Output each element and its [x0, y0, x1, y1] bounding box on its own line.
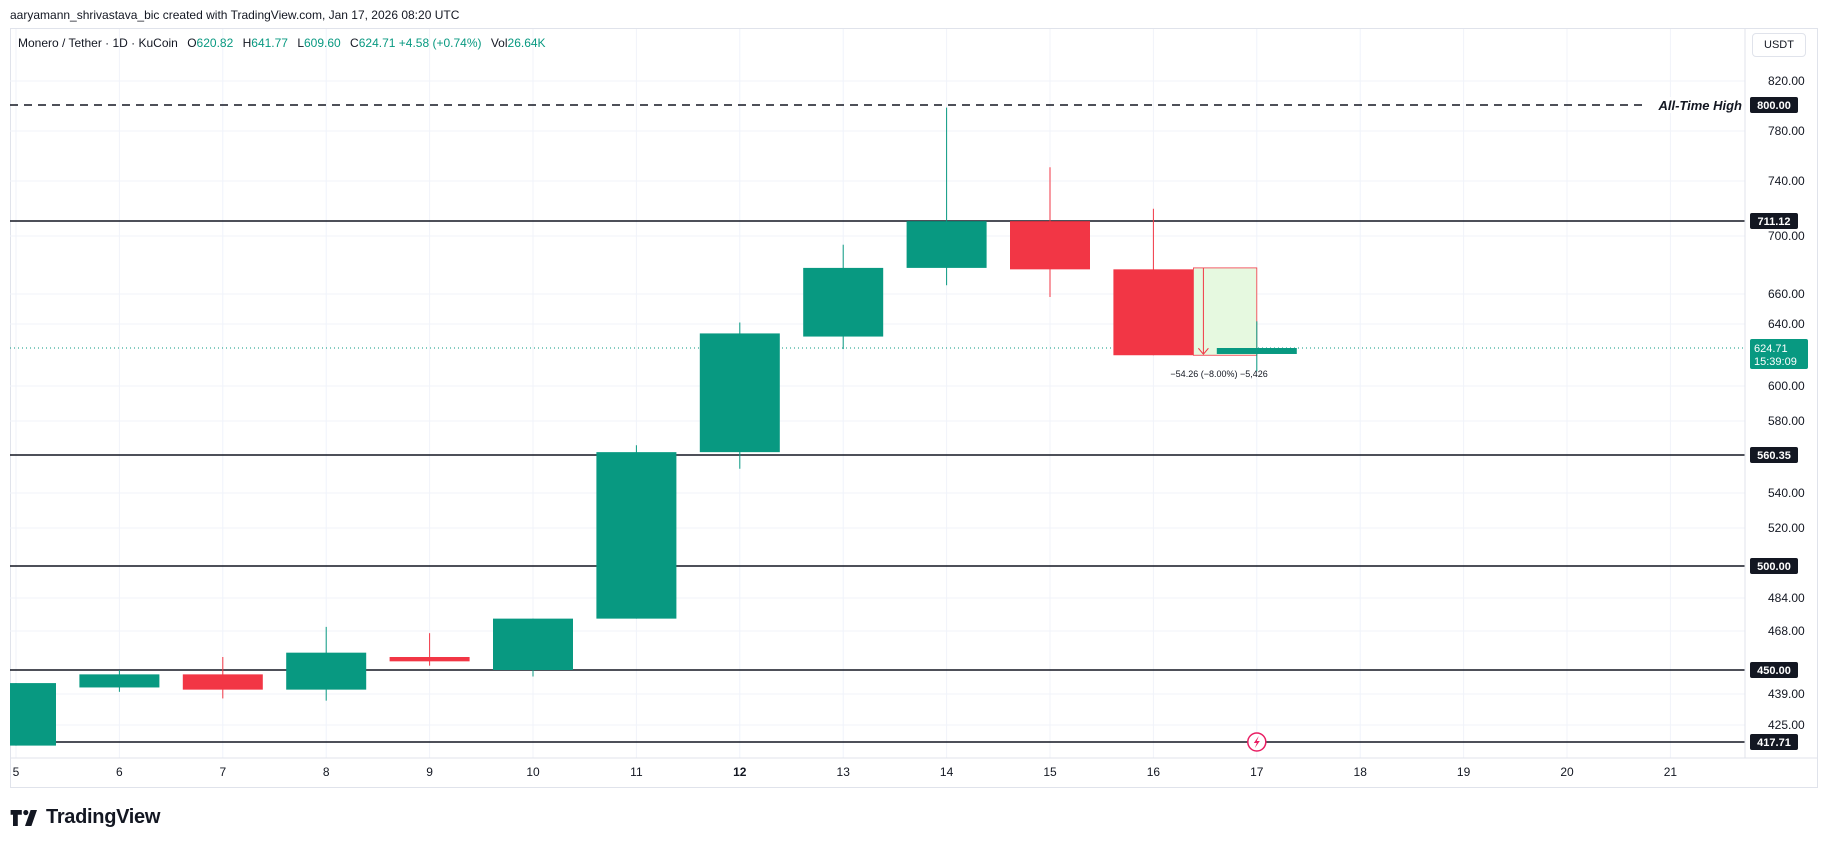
- x-tick-label: 16: [1147, 765, 1161, 779]
- symbol-name[interactable]: Monero / Tether · 1D · KuCoin: [18, 36, 178, 50]
- price-level-label: 800.00: [1757, 100, 1791, 112]
- x-tick-label: 8: [323, 765, 330, 779]
- brand-name: TradingView: [46, 806, 161, 828]
- candle-body[interactable]: [1113, 269, 1194, 356]
- high-value: 641.77: [251, 36, 288, 50]
- close-label: C: [350, 36, 359, 50]
- lightning-icon: [1253, 736, 1260, 748]
- candle-body[interactable]: [596, 452, 677, 619]
- price-level-label: 417.71: [1757, 737, 1791, 749]
- price-level-label-bg: [1750, 97, 1798, 113]
- candle-body[interactable]: [1216, 348, 1297, 354]
- price-level-label-bg: [1750, 734, 1798, 750]
- chart-frame: [10, 28, 1818, 788]
- y-tick-label: 484.00: [1768, 591, 1805, 605]
- low-label: L: [297, 36, 304, 50]
- y-tick-label: 700.00: [1768, 229, 1805, 243]
- y-tick-label: 820.00: [1768, 74, 1805, 88]
- last-price-value: 624.71: [1754, 343, 1788, 355]
- y-tick-label: 580.00: [1768, 414, 1805, 428]
- price-range-box[interactable]: [1193, 267, 1258, 356]
- change-value: +4.58 (+0.74%): [398, 36, 482, 50]
- tradingview-brand[interactable]: TradingView: [10, 806, 160, 829]
- price-level-label: 711.12: [1757, 216, 1790, 228]
- candle-body[interactable]: [286, 652, 367, 690]
- price-level-note: All-Time High: [1657, 98, 1742, 113]
- x-tick-label: 21: [1664, 765, 1678, 779]
- x-tick-label: 18: [1354, 765, 1368, 779]
- candle-body[interactable]: [493, 618, 573, 670]
- x-tick-label: 20: [1560, 765, 1574, 779]
- x-tick-label: 19: [1457, 765, 1471, 779]
- y-tick-label: 468.00: [1768, 624, 1805, 638]
- open-label: O: [187, 36, 197, 50]
- high-label: H: [242, 36, 252, 50]
- y-tick-label: 439.00: [1768, 687, 1805, 701]
- y-tick-label: 520.00: [1768, 521, 1805, 535]
- candle-body[interactable]: [79, 674, 160, 688]
- y-tick-label: 540.00: [1768, 486, 1805, 500]
- price-level-label-bg: [1750, 213, 1798, 229]
- candle-body[interactable]: [803, 267, 884, 337]
- candle-body[interactable]: [389, 657, 470, 662]
- y-tick-label: 640.00: [1768, 317, 1805, 331]
- candle-body[interactable]: [1010, 221, 1090, 270]
- volume-value: 26.64K: [507, 36, 546, 50]
- price-range-label: −54.26 (−8.00%) −5,426: [1170, 369, 1267, 379]
- price-range-arrowhead: [1198, 347, 1209, 356]
- x-tick-label: 14: [940, 765, 954, 779]
- candle-body[interactable]: [10, 683, 56, 746]
- candle-body[interactable]: [182, 674, 263, 690]
- price-level-label-bg: [1750, 662, 1798, 678]
- x-tick-label: 17: [1250, 765, 1264, 779]
- last-price-label-bg: [1750, 339, 1808, 369]
- price-level-label: 560.35: [1757, 450, 1791, 462]
- volume-label: Vol: [490, 36, 508, 50]
- symbol-legend: Monero / Tether · 1D · KuCoin O620.82 H6…: [18, 36, 546, 50]
- x-tick-label: 15: [1043, 765, 1057, 779]
- price-level-label-bg: [1750, 447, 1798, 463]
- y-tick-label: 425.00: [1768, 718, 1805, 732]
- y-tick-label: 780.00: [1768, 124, 1805, 138]
- price-level-label: 500.00: [1757, 561, 1791, 573]
- x-tick-label: 9: [426, 765, 433, 779]
- y-tick-label: 600.00: [1768, 379, 1805, 393]
- x-tick-label: 5: [13, 765, 20, 779]
- x-tick-label: 7: [219, 765, 226, 779]
- price-level-label-bg: [1750, 558, 1798, 574]
- candle-body[interactable]: [906, 221, 987, 268]
- candle-body[interactable]: [699, 333, 780, 453]
- low-value: 609.60: [304, 36, 341, 50]
- currency-button[interactable]: USDT: [1752, 33, 1806, 57]
- y-tick-label: 740.00: [1768, 174, 1805, 188]
- open-value: 620.82: [196, 36, 234, 50]
- x-tick-label: 11: [630, 765, 643, 779]
- price-level-label: 450.00: [1757, 665, 1791, 677]
- tradingview-logo-icon: [10, 809, 37, 826]
- last-price-countdown: 15:39:09: [1754, 356, 1797, 368]
- chart-caption: aaryamann_shrivastava_bic created with T…: [10, 8, 460, 22]
- close-value: 624.71: [358, 36, 396, 50]
- x-tick-label: 13: [837, 765, 851, 779]
- price-level-note-bg: [1648, 97, 1744, 113]
- x-tick-label: 12: [733, 765, 747, 779]
- y-tick-label: 660.00: [1768, 287, 1805, 301]
- x-tick-label: 10: [526, 765, 540, 779]
- x-tick-label: 6: [116, 765, 123, 779]
